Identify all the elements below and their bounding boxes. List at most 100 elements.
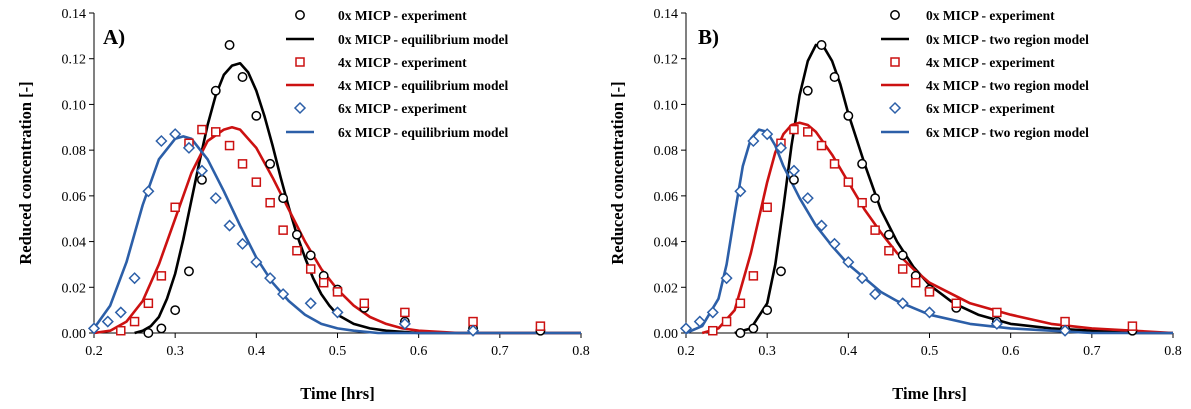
data-point: [884, 245, 894, 256]
x-tick-label: 0.7: [1083, 344, 1101, 359]
legend-label: 0x MICP - two region model: [926, 32, 1089, 47]
data-point: [829, 72, 840, 82]
data-point: [816, 140, 827, 151]
data-point: [182, 141, 196, 154]
y-tick-label: 0.14: [654, 7, 679, 22]
data-point: [761, 128, 774, 141]
data-point: [264, 272, 277, 285]
series-0x-micp-experiment: [735, 40, 1138, 338]
data-point: [897, 264, 908, 274]
data-point: [400, 307, 410, 318]
data-point: [466, 324, 480, 337]
legend-item: 4x MICP - equilibrium model: [286, 78, 509, 93]
data-point: [468, 316, 478, 327]
data-point: [223, 219, 236, 232]
data-point: [828, 237, 841, 250]
x-tick-label: 0.2: [85, 344, 103, 359]
data-point: [143, 328, 154, 338]
data-point: [748, 323, 759, 334]
data-point: [224, 140, 235, 151]
data-point: [195, 164, 209, 177]
x-tick-label: 0.5: [921, 344, 939, 359]
data-point: [747, 134, 760, 148]
x-tick-label: 0.8: [1164, 344, 1182, 359]
data-point: [295, 10, 305, 20]
data-point: [128, 272, 141, 285]
data-point: [706, 306, 719, 319]
y-tick-label: 0.14: [62, 7, 87, 22]
data-point: [748, 271, 759, 281]
y-tick-label: 0.06: [654, 190, 679, 205]
series-6x-micp-experiment: [679, 128, 1072, 337]
legend-label: 4x MICP - experiment: [338, 55, 467, 70]
legend: 0x MICP - experiment 0x MICP - two region…: [881, 8, 1089, 140]
data-point: [951, 298, 962, 309]
data-point: [735, 328, 746, 338]
y-tick-label: 0.00: [62, 327, 87, 342]
data-point: [802, 85, 813, 96]
legend-item: 0x MICP - experiment: [295, 8, 467, 23]
x-tick-label: 0.8: [572, 344, 590, 359]
legend: 0x MICP - experiment 0x MICP - equilibriu…: [286, 8, 509, 140]
data-point: [278, 193, 289, 204]
legend-label: 4x MICP - experiment: [926, 55, 1055, 70]
y-tick-label: 0.02: [654, 281, 679, 296]
series-line: [134, 62, 581, 335]
data-point: [992, 307, 1002, 318]
y-tick-label: 0.12: [62, 53, 87, 68]
legend-label: 0x MICP - equilibrium model: [338, 32, 509, 47]
data-point: [236, 237, 249, 250]
y-axis-title: Reduced concentration [-]: [16, 81, 35, 264]
data-point: [721, 316, 732, 327]
data-point: [776, 266, 786, 277]
data-point: [318, 277, 329, 288]
data-point: [277, 288, 290, 301]
data-point: [890, 10, 900, 20]
data-point: [224, 40, 235, 50]
legend-item: 6x MICP - two region model: [881, 125, 1089, 140]
data-point: [1127, 321, 1138, 331]
data-point: [774, 141, 788, 154]
series-6x-micp-two-region-model: [685, 128, 1173, 335]
legend-item: 6x MICP - equilibrium model: [286, 125, 509, 140]
data-point: [210, 85, 221, 96]
legend-item: 0x MICP - equilibrium model: [286, 32, 509, 47]
y-tick-label: 0.00: [654, 327, 679, 342]
data-point: [842, 256, 855, 269]
data-point: [734, 185, 747, 198]
data-point: [816, 40, 827, 50]
data-point: [897, 250, 908, 261]
series-4x-micp-equilibrium-model: [93, 126, 581, 335]
x-tick-label: 0.3: [758, 344, 776, 359]
data-point: [693, 315, 706, 328]
data-point: [870, 225, 880, 235]
data-point: [184, 266, 194, 277]
data-point: [197, 124, 207, 135]
data-point: [155, 134, 168, 148]
data-point: [170, 305, 181, 316]
data-point: [101, 315, 114, 328]
data-point: [888, 101, 902, 115]
panel-label: A): [103, 25, 125, 49]
data-point: [789, 174, 799, 185]
legend-item: 4x MICP - experiment: [295, 55, 467, 70]
y-axis-title: Reduced concentration [-]: [608, 81, 627, 264]
series-line: [701, 121, 1174, 335]
x-axis-title: Time [hrs]: [892, 384, 966, 403]
data-point: [170, 202, 180, 213]
x-tick-label: 0.7: [491, 344, 509, 359]
data-point: [923, 306, 936, 319]
legend-label: 0x MICP - experiment: [338, 8, 467, 23]
legend-item: 0x MICP - two region model: [881, 32, 1089, 47]
data-point: [293, 101, 307, 115]
data-point: [87, 322, 101, 335]
data-point: [116, 325, 126, 336]
data-point: [251, 110, 262, 121]
x-tick-label: 0.4: [840, 344, 858, 359]
y-tick-label: 0.12: [654, 53, 679, 68]
data-point: [156, 271, 167, 281]
data-point: [869, 288, 882, 301]
data-point: [211, 127, 221, 137]
y-tick-label: 0.06: [62, 190, 87, 205]
data-point: [890, 57, 900, 67]
